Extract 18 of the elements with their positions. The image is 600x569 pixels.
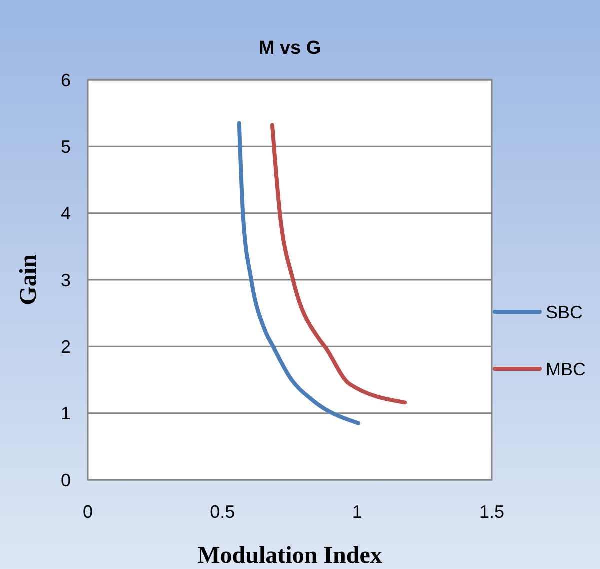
- legend-label: SBC: [546, 302, 584, 322]
- chart-title: M vs G: [258, 38, 322, 59]
- y-axis-title: Gain: [16, 254, 42, 306]
- line-series: [237, 121, 360, 426]
- y-tick-label: 1: [60, 404, 72, 424]
- legend-label: MBC: [546, 359, 586, 380]
- x-tick-label: 1: [352, 502, 362, 522]
- y-tick-label: 0: [60, 470, 72, 490]
- y-tick-label: 2: [60, 336, 72, 357]
- x-tick-label: 1.5: [479, 502, 505, 522]
- y-tick-label: 3: [60, 270, 72, 290]
- x-axis-title: Modulation Index: [198, 543, 382, 569]
- line-series: [270, 123, 408, 405]
- x-tick-label: 0.5: [210, 502, 236, 522]
- y-tick-label: 4: [60, 204, 72, 224]
- x-tick-label: 0: [82, 502, 94, 522]
- y-tick-label: 6: [60, 70, 72, 90]
- y-tick-label: 5: [60, 136, 72, 157]
